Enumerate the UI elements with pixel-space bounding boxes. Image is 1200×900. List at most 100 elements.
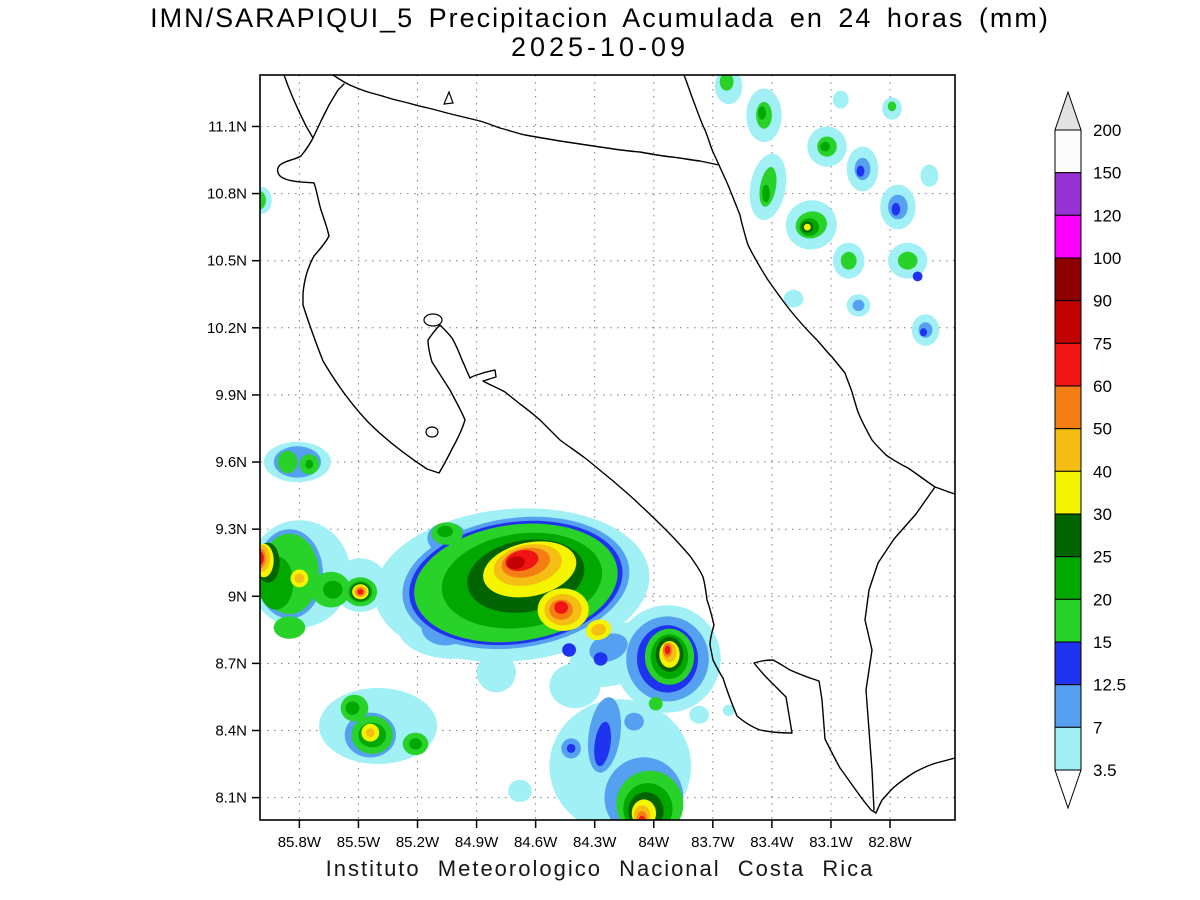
- colorbar-segment: [1054, 513, 1082, 558]
- island-chira: [423, 313, 443, 327]
- colorbar-label: 120: [1093, 206, 1121, 225]
- x-tick-label: 84.6W: [514, 834, 558, 851]
- lake-nicaragua-shore-san-juan-river: [332, 75, 720, 166]
- precip-cell: [920, 164, 939, 187]
- precip-cell: [409, 738, 422, 750]
- chart-date: 2025-10-09: [510, 32, 690, 62]
- y-tick-label: 8.7N: [215, 655, 247, 672]
- precip-cell: [508, 779, 532, 803]
- x-tick-label: 82.8W: [868, 834, 912, 851]
- colorbar-label: 20: [1093, 590, 1112, 609]
- colorbar-segment: [1054, 428, 1082, 472]
- precip-cell: [554, 601, 569, 614]
- x-tick-label: 83.1W: [809, 834, 853, 851]
- colorbar-segment: [1054, 684, 1082, 728]
- border-nicaragua: [312, 83, 345, 139]
- y-tick-label: 9.3N: [215, 521, 247, 538]
- y-tick-label: 9.9N: [215, 387, 247, 404]
- colorbar-segment: [1054, 172, 1082, 216]
- precip-cell: [566, 743, 576, 753]
- x-tick-label: 85.8W: [278, 834, 322, 851]
- coastline-caribbean: [683, 75, 955, 495]
- precip-cell: [832, 90, 849, 109]
- precip-cell: [689, 705, 709, 724]
- precip-cell: [476, 652, 516, 693]
- precip-cell: [664, 645, 671, 655]
- colorbar-segment: [1054, 342, 1082, 387]
- precip-cell: [305, 459, 314, 469]
- chart-title: IMN/SARAPIQUI_5 Precipitacion Acumulada …: [150, 3, 1050, 33]
- precip-cell: [783, 289, 804, 308]
- y-tick-label: 8.1N: [215, 790, 247, 807]
- x-tick-label: 85.5W: [337, 834, 381, 851]
- footer-credit: Instituto Meteorologico Nacional Costa R…: [325, 856, 875, 881]
- precip-cell: [803, 223, 811, 231]
- colorbar-label: 12.5: [1093, 676, 1126, 695]
- precip-cell: [897, 251, 918, 270]
- precip-cell: [840, 251, 857, 270]
- precip-cell: [912, 271, 923, 282]
- colorbar-segment: [1054, 214, 1082, 259]
- precip-cell: [357, 589, 364, 595]
- precip-cell: [345, 701, 360, 715]
- precip-cell: [758, 106, 766, 120]
- precip-cell: [594, 721, 612, 767]
- island-gulf-of-nicoya: [425, 426, 439, 438]
- precip-cell: [639, 815, 645, 820]
- colorbar-label: 30: [1093, 505, 1112, 524]
- island-solentiname: [443, 90, 454, 105]
- precip-cell: [722, 704, 735, 716]
- colorbar-segment: [1054, 598, 1082, 643]
- precip-cell: [294, 573, 305, 584]
- precip-cell: [593, 652, 608, 666]
- y-tick-label: 10.8N: [207, 186, 247, 203]
- y-axis: 11.1N 10.8N 10.5N 10.2N 9.9N 9.6N 9.3N 9N 8.7N 8.…: [207, 118, 260, 807]
- colorbar-segment: [1054, 726, 1082, 771]
- border-panama: [864, 486, 936, 811]
- colorbar-label: 90: [1093, 292, 1112, 311]
- precip-cell: [887, 101, 897, 112]
- precip-cell: [273, 616, 306, 639]
- colorbar-label: 3.5: [1093, 761, 1117, 780]
- colorbar-label: 15: [1093, 633, 1112, 652]
- precip-cell: [277, 450, 298, 474]
- colorbar-segment: [1054, 257, 1082, 302]
- colorbar-label: 75: [1093, 334, 1112, 353]
- coastline-pacific: [276, 75, 955, 814]
- precip-cell: [820, 141, 830, 152]
- colorbar-segment: [1054, 385, 1082, 430]
- x-tick-label: 84W: [638, 834, 670, 851]
- precip-cell: [624, 712, 644, 731]
- precip-cell: [366, 728, 375, 738]
- colorbar: 200 150 120 100 90 75 60 50 40 30 25 20 15 12.5 7 3.5: [1054, 90, 1126, 810]
- x-tick-label: 83.7W: [691, 834, 735, 851]
- x-tick-label: 84.3W: [573, 834, 617, 851]
- x-tick-label: 85.2W: [396, 834, 440, 851]
- precip-cell: [562, 643, 576, 657]
- colorbar-arrow-over: [1054, 90, 1082, 131]
- colorbar-segment: [1054, 641, 1082, 686]
- colorbar-segment: [1054, 300, 1082, 344]
- colorbar-arrow-under: [1054, 769, 1082, 810]
- precip-cell: [856, 165, 865, 177]
- y-tick-label: 8.4N: [215, 723, 247, 740]
- precip-cell: [852, 299, 865, 311]
- precip-cell: [260, 191, 266, 210]
- colorbar-segment: [1054, 470, 1082, 515]
- precip-cell: [648, 697, 663, 711]
- y-tick-label: 10.5N: [207, 253, 247, 270]
- y-tick-label: 9.6N: [215, 454, 247, 471]
- precip-cell: [762, 184, 770, 203]
- precip-cell: [719, 75, 734, 91]
- x-tick-label: 84.9W: [455, 834, 499, 851]
- precip-cell: [437, 525, 453, 537]
- y-tick-label: 9N: [228, 588, 247, 605]
- precip-cell: [260, 551, 264, 565]
- precip-cell: [549, 663, 601, 709]
- colorbar-label: 200: [1093, 121, 1121, 140]
- colorbar-label: 25: [1093, 548, 1112, 567]
- x-axis: 85.8W 85.5W 85.2W 84.9W 84.6W 84.3W 84W 83.7W 83…: [278, 820, 913, 851]
- precip-cell: [920, 328, 927, 337]
- precip-cell: [591, 623, 606, 636]
